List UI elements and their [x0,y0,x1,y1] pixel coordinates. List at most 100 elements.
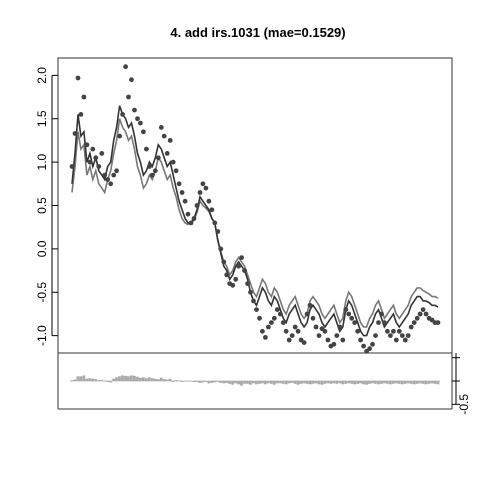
data-point [316,333,322,338]
data-point [310,315,316,321]
residual-bar [397,381,401,384]
data-point [271,315,277,321]
residual-bar [278,381,282,384]
residual-bar [177,380,181,382]
data-point [176,181,182,187]
residual-bar [94,379,98,381]
data-point [224,272,230,278]
data-point [396,328,402,334]
residual-bar [344,381,348,384]
residual-bar [275,381,279,384]
residual-bar [222,381,226,384]
main-plot-panel: -1.0 -0.5 0.0 0.5 1.0 1.5 2.0 [35,57,453,354]
residual-bar [231,381,235,385]
data-point [423,311,429,317]
residual-bar [136,376,139,381]
residual-bar [427,381,431,384]
data-point [307,302,313,308]
data-point [254,307,259,312]
residual-bar [162,379,166,381]
residual-bar [255,381,258,385]
residual-bar [380,381,383,384]
residual-bar [147,377,151,381]
residual-bar [394,381,398,384]
data-point [194,203,200,208]
y-tick-label: 1.5 [35,110,49,127]
data-point [126,94,131,100]
residual-bar [269,381,273,384]
data-point [87,159,93,165]
residual-bar [216,381,220,382]
data-point [245,281,251,286]
data-point [301,340,307,345]
data-point [325,337,331,343]
residual-bar [359,381,362,384]
data-point [376,320,381,325]
data-point [277,311,283,317]
data-point [337,324,343,330]
data-point [99,151,105,156]
data-point [289,333,295,338]
residual-bar [213,381,217,383]
residual-bar [183,381,187,382]
data-point [96,164,102,169]
residual-bar [174,380,178,381]
residual-bar [121,375,124,381]
data-point [117,133,122,139]
data-point [167,138,173,143]
residual-bar [243,381,246,384]
residual-bar [82,375,86,381]
data-point [191,216,197,221]
residual-plot-panel: -0.5 [57,353,471,415]
data-point [72,131,78,136]
y-tick-label: -0.5 [35,282,49,303]
residual-bar [406,381,410,384]
residual-bar [299,381,303,384]
data-point [221,259,227,265]
data-point [230,282,236,288]
data-point [170,159,176,165]
residual-bar [388,381,392,385]
residual-bar [433,381,437,384]
residual-bar [424,381,428,385]
data-point [358,337,363,343]
residual-bar [115,377,118,381]
residual-bar [118,376,121,381]
data-point [203,185,209,191]
residual-bar [391,381,395,384]
data-point [295,328,301,334]
residual-bar [127,376,130,381]
residual-bar [353,381,357,385]
data-point [138,120,143,126]
data-point [379,311,384,317]
residual-bar [385,381,389,384]
data-point [349,315,355,321]
data-point [263,335,268,340]
data-point [69,164,75,169]
data-point [266,324,271,330]
data-point [135,116,140,122]
data-point [385,328,390,334]
residual-bar [133,375,136,381]
data-point [185,211,191,217]
data-point [280,320,286,325]
residual-bar [287,381,291,384]
data-point [144,146,149,152]
residual-bar [139,377,142,381]
data-point [405,333,411,338]
data-point [84,142,90,148]
data-point [155,155,161,161]
residual-bar [112,378,116,381]
residual-bar [249,381,252,385]
data-point [114,168,119,174]
data-point [248,289,253,295]
residual-bar [106,381,110,382]
data-point [373,333,378,338]
data-point [352,320,358,325]
residual-bar [76,376,80,381]
data-point [93,155,99,161]
y-tick-label: 1.0 [35,153,49,170]
data-point [361,343,366,349]
data-point [304,311,310,317]
residual-bar [347,381,351,384]
